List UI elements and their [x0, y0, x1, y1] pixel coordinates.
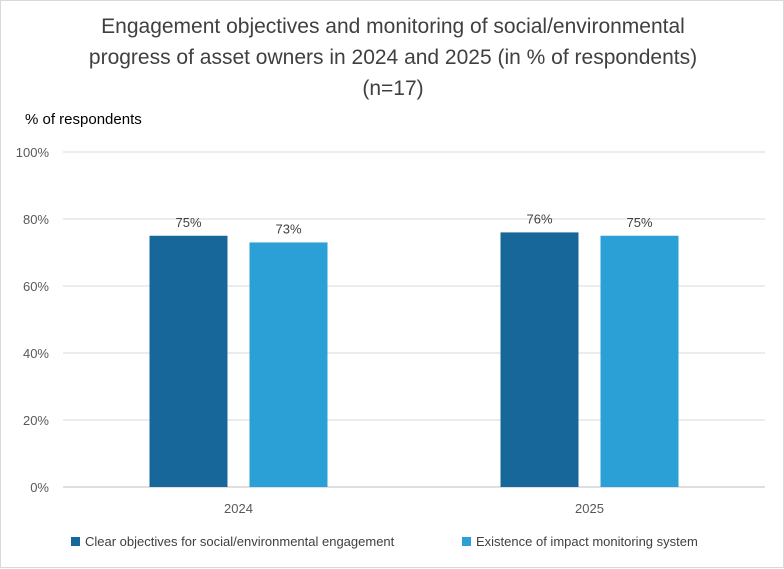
bar	[149, 235, 228, 487]
data-label: 76%	[526, 211, 552, 226]
y-tick-label: 60%	[23, 279, 49, 294]
y-axis-label: % of respondents	[25, 111, 142, 128]
y-tick-label: 100%	[16, 145, 50, 160]
data-label: 75%	[626, 215, 652, 230]
y-tick-label: 40%	[23, 346, 49, 361]
legend-label: Existence of impact monitoring system	[476, 534, 698, 549]
legend-label: Clear objectives for social/environmenta…	[85, 534, 395, 549]
chart-title: Engagement objectives and monitoring of …	[88, 15, 698, 100]
data-label: 73%	[275, 221, 301, 236]
bar	[500, 232, 579, 487]
x-tick-label: 2024	[224, 501, 253, 516]
y-tick-label: 20%	[23, 413, 49, 428]
y-tick-label: 80%	[23, 212, 49, 227]
bar	[249, 242, 328, 487]
legend-item-series-2: Existence of impact monitoring system	[462, 534, 698, 549]
y-tick-label: 0%	[30, 480, 49, 495]
legend-item-series-1: Clear objectives for social/environmenta…	[71, 534, 394, 549]
x-tick-label: 2025	[575, 501, 604, 516]
data-label: 75%	[175, 215, 201, 230]
legend-swatch	[462, 537, 471, 546]
bar	[600, 235, 679, 487]
legend-swatch	[71, 537, 80, 546]
